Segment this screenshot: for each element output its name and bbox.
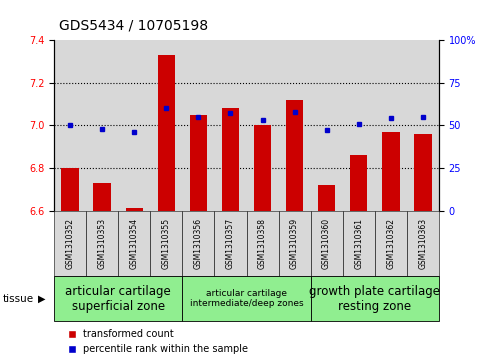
Text: GSM1310357: GSM1310357 xyxy=(226,218,235,269)
Bar xyxy=(382,132,399,211)
Bar xyxy=(54,40,86,211)
Bar xyxy=(279,40,311,211)
Text: GSM1310358: GSM1310358 xyxy=(258,218,267,269)
Bar xyxy=(126,208,143,211)
Text: articular cartilage
superficial zone: articular cartilage superficial zone xyxy=(66,285,171,313)
Bar xyxy=(150,40,182,211)
Bar xyxy=(311,40,343,211)
Text: GSM1310352: GSM1310352 xyxy=(66,218,75,269)
Bar xyxy=(318,185,335,211)
Text: GSM1310361: GSM1310361 xyxy=(354,218,363,269)
Text: tissue: tissue xyxy=(2,294,34,303)
Bar xyxy=(118,40,150,211)
Bar xyxy=(62,168,79,211)
Bar xyxy=(182,40,214,211)
Bar xyxy=(214,40,246,211)
Text: GSM1310354: GSM1310354 xyxy=(130,218,139,269)
Text: ▶: ▶ xyxy=(38,294,46,303)
Bar xyxy=(94,183,111,211)
Bar xyxy=(246,40,279,211)
Text: GSM1310360: GSM1310360 xyxy=(322,218,331,269)
Bar xyxy=(350,155,367,211)
Bar xyxy=(158,55,175,211)
Text: GSM1310355: GSM1310355 xyxy=(162,218,171,269)
Legend: transformed count, percentile rank within the sample: transformed count, percentile rank withi… xyxy=(64,326,252,358)
Text: GDS5434 / 10705198: GDS5434 / 10705198 xyxy=(59,19,208,33)
Bar xyxy=(407,40,439,211)
Text: GSM1310363: GSM1310363 xyxy=(418,218,427,269)
Bar xyxy=(414,134,431,211)
Text: GSM1310362: GSM1310362 xyxy=(386,218,395,269)
Text: GSM1310359: GSM1310359 xyxy=(290,218,299,269)
Bar xyxy=(375,40,407,211)
Bar xyxy=(190,115,207,211)
Text: growth plate cartilage
resting zone: growth plate cartilage resting zone xyxy=(309,285,440,313)
Text: GSM1310356: GSM1310356 xyxy=(194,218,203,269)
Text: GSM1310353: GSM1310353 xyxy=(98,218,107,269)
Bar xyxy=(86,40,118,211)
Text: articular cartilage
intermediate/deep zones: articular cartilage intermediate/deep zo… xyxy=(190,289,303,308)
Bar xyxy=(222,108,239,211)
Bar xyxy=(343,40,375,211)
Bar xyxy=(254,125,271,211)
Bar xyxy=(286,100,303,211)
